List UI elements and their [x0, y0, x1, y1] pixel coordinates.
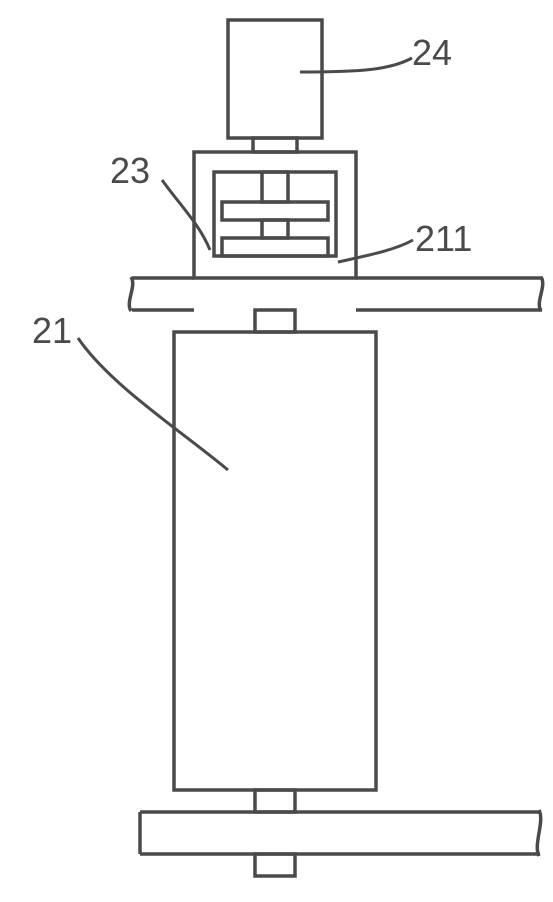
- diagram-svg: [0, 0, 553, 902]
- label-21: 21: [32, 310, 72, 352]
- label-23: 23: [110, 150, 150, 192]
- label-24: 24: [412, 32, 452, 74]
- diagram-canvas: 24 23 211 21: [0, 0, 553, 902]
- label-211: 211: [415, 218, 472, 260]
